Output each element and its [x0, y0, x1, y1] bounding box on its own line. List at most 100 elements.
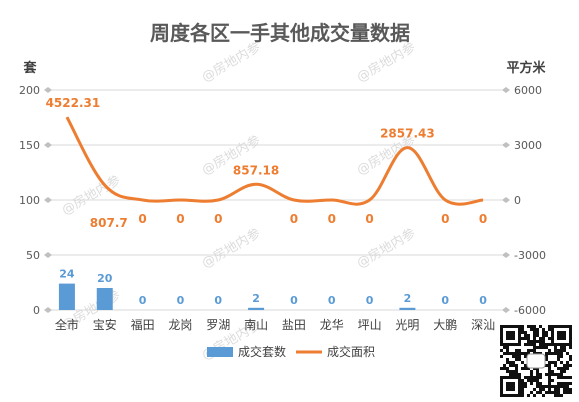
qr-module [536, 331, 539, 334]
qr-module [557, 382, 560, 385]
chart-title: 周度各区一手其他成交量数据 [150, 21, 410, 45]
qr-module [533, 343, 536, 346]
qr-module [506, 367, 509, 370]
qr-module [521, 352, 524, 355]
qr-module [563, 376, 566, 379]
qr-module [548, 367, 551, 370]
qr-module [527, 340, 530, 343]
y-left-tick-label: 50 [26, 249, 40, 262]
bars-layer [58, 283, 416, 310]
qr-module [503, 346, 506, 349]
qr-module [563, 349, 566, 352]
qr-module [539, 346, 542, 349]
qr-module [506, 358, 509, 361]
qr-module [551, 373, 554, 376]
qr-module [515, 370, 518, 373]
qr-module [521, 391, 524, 394]
bar-data-label: 0 [214, 294, 222, 307]
x-tick-label: 深汕 [471, 318, 495, 332]
qr-module [533, 388, 536, 391]
x-tick-label: 南山 [244, 317, 268, 332]
qr-module [548, 343, 551, 346]
qr-module [548, 382, 551, 385]
qr-module [524, 367, 527, 370]
qr-module [548, 370, 551, 373]
qr-module [560, 382, 563, 385]
qr-module [512, 355, 515, 358]
qr-module [521, 328, 524, 331]
qr-module [515, 364, 518, 367]
qr-module [545, 334, 548, 337]
y-right-tick-mark [502, 87, 510, 93]
qr-module [536, 391, 539, 394]
line-data-label: 0 [328, 212, 336, 226]
qr-module [545, 364, 548, 367]
qr-module [524, 331, 527, 334]
qr-module [557, 355, 560, 358]
qr-module [512, 364, 515, 367]
qr-module [554, 349, 557, 352]
qr-module [533, 337, 536, 340]
qr-module [503, 364, 506, 367]
line-data-label: 857.18 [233, 163, 279, 177]
qr-module [527, 337, 530, 340]
qr-module [539, 388, 542, 391]
qr-module [554, 391, 557, 394]
qr-module [506, 361, 509, 364]
qr-module [506, 352, 509, 355]
qr-module [545, 355, 548, 358]
qr-module [554, 352, 557, 355]
qr-module [533, 394, 536, 397]
y-right-tick-mark [502, 197, 510, 203]
bar-data-label: 0 [139, 294, 147, 307]
qr-module [569, 382, 572, 385]
area-line [65, 116, 484, 206]
bar-data-label: 0 [366, 294, 374, 307]
line-data-label: 807.7 [90, 216, 128, 230]
x-tick-label: 福田 [131, 317, 155, 332]
y-left-tick-mark [44, 307, 52, 313]
qr-module [569, 346, 572, 349]
line-data-label: 0 [479, 212, 487, 226]
qr-module [560, 355, 563, 358]
qr-module [569, 358, 572, 361]
y-right-tick-label: -3000 [514, 249, 546, 262]
qr-module [563, 370, 566, 373]
y-right-tick-label: 6000 [514, 84, 542, 97]
qr-module [503, 352, 506, 355]
legend-label-line: 成交面积 [327, 344, 375, 359]
qr-module [548, 388, 551, 391]
qr-module [506, 349, 509, 352]
qr-module [566, 367, 569, 370]
line-data-label: 2857.43 [380, 127, 435, 141]
qr-module [554, 373, 557, 376]
qr-module [539, 343, 542, 346]
qr-module [554, 385, 557, 388]
qr-module [554, 388, 557, 391]
grid-layer [48, 89, 502, 311]
qr-module [524, 382, 527, 385]
qr-module [560, 394, 563, 397]
qr-module [521, 337, 524, 340]
qr-module [530, 379, 533, 382]
x-tick-label: 罗湖 [206, 317, 230, 332]
qr-module [536, 373, 539, 376]
qr-module [533, 346, 536, 349]
qr-module [509, 364, 512, 367]
qr-module [536, 376, 539, 379]
qr-module [527, 343, 530, 346]
qr-module [560, 373, 563, 376]
qr-module [512, 370, 515, 373]
qr-module [548, 385, 551, 388]
qr-module [557, 391, 560, 394]
qr-module [566, 385, 569, 388]
qr-module [563, 388, 566, 391]
qr-module [500, 349, 503, 352]
qr-module [521, 325, 524, 328]
qr-module [500, 355, 503, 358]
qr-module [554, 346, 557, 349]
qr-module [548, 352, 551, 355]
line-data-label: 0 [176, 212, 184, 226]
qr-module [524, 355, 527, 358]
